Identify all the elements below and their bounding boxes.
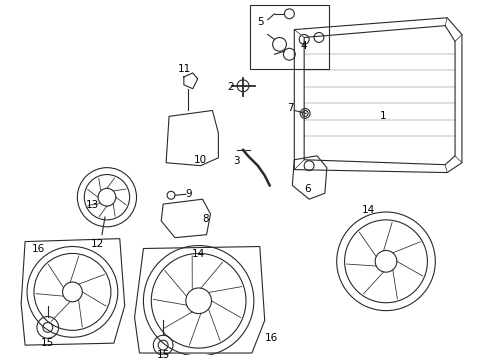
Text: 16: 16 <box>32 244 46 255</box>
Text: 6: 6 <box>304 184 311 194</box>
Text: 15: 15 <box>156 350 170 360</box>
Text: 3: 3 <box>233 156 240 166</box>
Text: 9: 9 <box>186 189 192 199</box>
Text: 12: 12 <box>91 239 104 248</box>
Text: 7: 7 <box>287 103 294 113</box>
Text: 5: 5 <box>257 17 264 27</box>
Text: 14: 14 <box>192 249 205 260</box>
Text: 10: 10 <box>194 155 207 165</box>
Text: 4: 4 <box>301 41 308 51</box>
Text: 8: 8 <box>202 214 209 224</box>
Text: 1: 1 <box>380 111 387 121</box>
Text: 13: 13 <box>86 200 99 210</box>
Text: 15: 15 <box>41 338 54 348</box>
Text: 14: 14 <box>362 205 375 215</box>
Text: 16: 16 <box>265 333 278 343</box>
Text: 11: 11 <box>178 64 192 74</box>
Bar <box>250 5 329 69</box>
Text: 2: 2 <box>227 82 234 92</box>
